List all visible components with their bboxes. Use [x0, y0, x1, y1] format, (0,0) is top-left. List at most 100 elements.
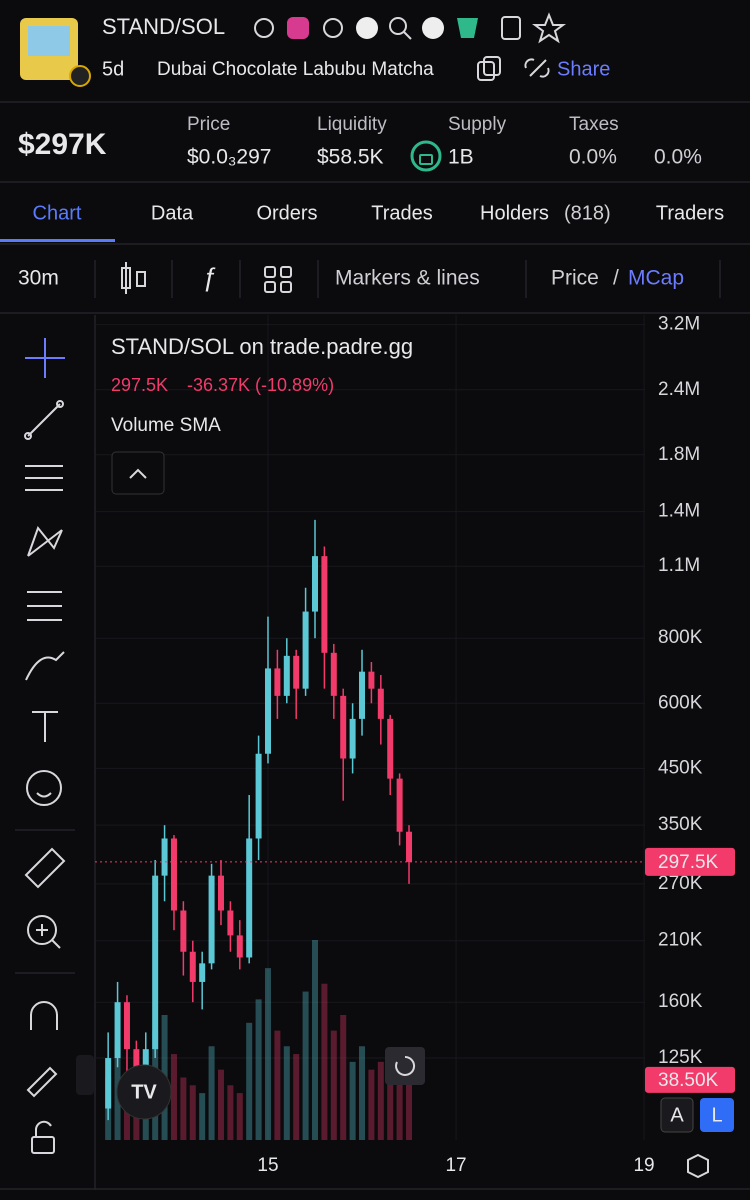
supply: 1B: [448, 146, 474, 169]
y-tick-label: 1.4M: [658, 501, 700, 522]
stat-label: Supply: [448, 114, 507, 135]
tab[interactable]: Data: [151, 202, 194, 224]
candle-body: [359, 671, 366, 719]
volume-bar: [180, 1077, 187, 1140]
x-tick-label: 19: [633, 1155, 654, 1176]
markers-button[interactable]: Markers & lines: [335, 267, 480, 290]
volume-bar: [283, 1046, 290, 1140]
candle-body: [170, 838, 177, 911]
last-value: 297.5K: [111, 375, 168, 395]
token-name: Dubai Chocolate Labubu Matcha: [157, 59, 434, 80]
volume-bar: [236, 1093, 243, 1140]
price: $0.0₃297: [187, 146, 271, 169]
volume-bar: [189, 1085, 196, 1140]
social-icons: [254, 12, 566, 44]
layout-icon[interactable]: [264, 266, 292, 293]
volume-bar: [208, 1046, 215, 1140]
chart-title: STAND/SOL on trade.padre.gg: [111, 334, 413, 359]
tab[interactable]: Traders: [656, 202, 724, 224]
mcap-toggle[interactable]: MCap: [628, 267, 684, 290]
volume-bar: [387, 1054, 394, 1140]
candle-body: [264, 668, 271, 754]
volume-bar: [227, 1085, 234, 1140]
share-button[interactable]: Share: [557, 58, 610, 80]
last-volume-tag: [645, 1066, 735, 1093]
candle-body: [293, 655, 300, 689]
panel-toggle[interactable]: [76, 1055, 94, 1095]
stat-label: Taxes: [569, 114, 619, 135]
candle-body: [406, 831, 413, 862]
volume-bar: [255, 999, 262, 1140]
y-tick-label: 3.2M: [658, 314, 700, 335]
indicator-icon[interactable]: ƒ: [202, 262, 216, 292]
candle-body: [368, 671, 375, 689]
volume-bar: [133, 1100, 140, 1140]
collapse-button[interactable]: [111, 451, 165, 495]
candle-body: [302, 611, 309, 689]
volume-bar: [321, 983, 328, 1140]
last-volume-label: 38.50K: [658, 1070, 719, 1091]
holders-count: (818): [564, 202, 611, 224]
stat-label: Price: [187, 114, 230, 135]
candle-body: [161, 838, 168, 876]
candle-body: [396, 778, 403, 832]
change: -36.37K (-10.89%): [187, 375, 334, 395]
candle-body: [123, 1002, 130, 1050]
volume-bar: [264, 968, 271, 1140]
pair: STAND/SOL: [102, 14, 225, 39]
volume-bar: [377, 1061, 384, 1140]
scale-log[interactable]: [700, 1098, 734, 1132]
tab-active[interactable]: Chart: [33, 202, 82, 224]
buy-tax: 0.0%: [569, 146, 617, 169]
tab[interactable]: Orders: [256, 202, 317, 224]
tab[interactable]: Holders: [480, 202, 549, 224]
chart-area: 15 17 19 3.2M 2.4M 1.8M 1.4M 1.1M 800K 600K 450K 35…: [95, 314, 735, 1176]
settings-icon[interactable]: [687, 1153, 709, 1179]
y-tick-label: 800K: [658, 627, 703, 648]
candle-body: [321, 556, 328, 653]
y-tick-label: 125K: [658, 1047, 703, 1068]
stat-label: Liquidity: [317, 114, 387, 135]
y-tick-label: 160K: [658, 991, 703, 1012]
drawing-tools[interactable]: [24, 338, 66, 1154]
last-price-label: 297.5K: [658, 852, 719, 873]
candle-body: [349, 718, 356, 759]
volume-bar: [274, 1030, 281, 1140]
scale-log-label: L: [711, 1104, 722, 1126]
tv-logo[interactable]: [116, 1064, 172, 1120]
candle-body: [283, 655, 290, 696]
y-tick-label: 1.8M: [658, 444, 700, 465]
candle-body: [246, 838, 253, 958]
volume-bar: [199, 1093, 206, 1140]
volume-bar: [312, 940, 318, 1140]
volume-bar: [123, 1093, 130, 1140]
candle-body: [142, 1049, 149, 1077]
candle-body: [330, 652, 337, 696]
scale-auto-label: A: [670, 1104, 684, 1126]
volume-bar: [340, 1015, 347, 1140]
candle-body: [199, 963, 206, 982]
volume-bar: [396, 1069, 403, 1140]
collapse-icon: [129, 468, 147, 479]
tab-underline: [0, 239, 115, 242]
price-toggle[interactable]: Price: [551, 267, 599, 290]
volume-bar: [406, 1079, 413, 1140]
candle-body: [180, 910, 187, 952]
candle-body: [236, 935, 243, 958]
copy-icon[interactable]: [477, 61, 495, 81]
candle-body: [208, 875, 215, 964]
candle-body: [152, 875, 159, 1050]
tv-logo-mark: TV: [131, 1081, 157, 1103]
tab[interactable]: Trades: [371, 202, 433, 224]
candle-icon[interactable]: [121, 262, 146, 294]
last-price-tag: [645, 847, 735, 876]
sell-tax: 0.0%: [654, 146, 702, 169]
volume-bar: [217, 1069, 224, 1140]
token-logo-art: [28, 26, 70, 56]
interval[interactable]: 30m: [18, 267, 59, 290]
reset-button[interactable]: [385, 1047, 425, 1085]
scale-auto[interactable]: [660, 1097, 694, 1133]
candle-body: [312, 556, 318, 612]
lock-icon: [419, 154, 433, 165]
